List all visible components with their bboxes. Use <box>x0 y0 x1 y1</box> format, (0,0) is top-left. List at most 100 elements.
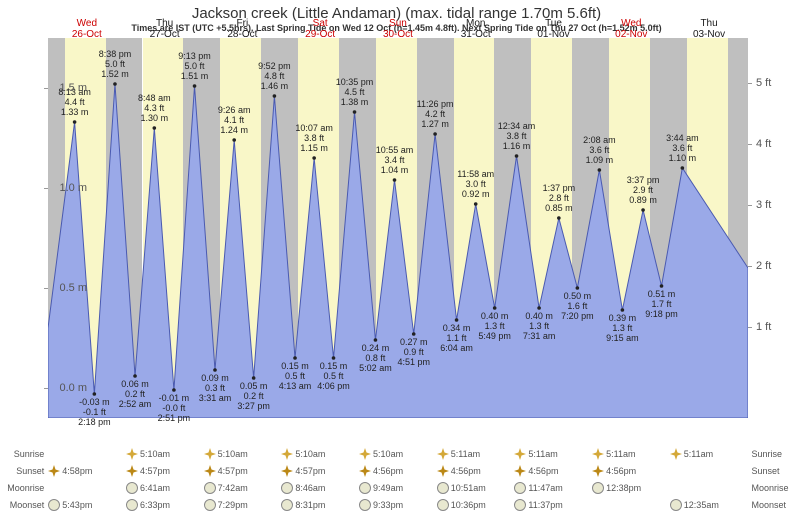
moonrise-icon <box>592 482 604 494</box>
y-axis-right-label: 4 ft <box>756 138 771 150</box>
low-tide-label: 0.15 m0.5 ft4:06 pm <box>317 362 350 392</box>
y-axis-left-label: 1.0 m <box>47 182 87 194</box>
high-tide-label: 11:58 am3.0 ft0.92 m <box>457 170 494 200</box>
footer-cell: 9:49am <box>359 482 437 494</box>
footer-cell: 5:10am <box>359 448 437 460</box>
footer-cell: 12:35am <box>670 499 748 511</box>
day-header: Thu27-Oct <box>126 18 204 40</box>
moonset-icon <box>48 499 60 511</box>
low-tide-label: 0.27 m0.9 ft4:51 pm <box>397 338 430 368</box>
moonrise-icon <box>281 482 293 494</box>
footer-cell: 11:47am <box>514 482 592 494</box>
footer-row-label-right: Moonset <box>747 500 793 510</box>
footer-cell: 4:56pm <box>514 465 592 477</box>
low-tide-label: 0.51 m1.7 ft9:18 pm <box>645 290 678 320</box>
low-tide-label: -0.03 m-0.1 ft2:18 pm <box>78 398 111 428</box>
moonrise-icon <box>126 482 138 494</box>
day-header: Wed26-Oct <box>48 18 126 40</box>
footer-time: 9:33pm <box>373 500 403 510</box>
day-header: Tue01-Nov <box>515 18 593 40</box>
moonset-icon <box>204 499 216 511</box>
y-axis-right-label: 5 ft <box>756 77 771 89</box>
high-tide-label: 11:26 pm4.2 ft1.27 m <box>417 100 454 130</box>
footer-time: 8:31pm <box>295 500 325 510</box>
footer-row-label-right: Sunset <box>747 466 793 476</box>
high-tide-label: 2:08 am3.6 ft1.09 m <box>583 136 616 166</box>
footer-time: 7:29pm <box>218 500 248 510</box>
high-tide-label: 8:38 pm5.0 ft1.52 m <box>99 50 132 80</box>
footer-cell: 9:33pm <box>359 499 437 511</box>
y-axis-left-label: 1.5 m <box>47 82 87 94</box>
footer-row-label: Moonrise <box>0 483 48 493</box>
footer-time: 11:37pm <box>528 500 562 510</box>
footer-cell <box>592 499 670 511</box>
high-tide-label: 10:55 am3.4 ft1.04 m <box>376 146 414 176</box>
footer-cell: 6:33pm <box>126 499 204 511</box>
moonset-icon <box>281 499 293 511</box>
footer-time: 4:56pm <box>528 466 558 476</box>
footer-time: 4:57pm <box>218 466 248 476</box>
footer-cell: 5:10am <box>281 448 359 460</box>
footer-cell: 5:11am <box>592 448 670 460</box>
moonrise-icon <box>437 482 449 494</box>
footer-cell <box>48 448 126 460</box>
high-tide-label: 9:13 pm5.0 ft1.51 m <box>178 52 211 82</box>
footer-cell: 7:29pm <box>204 499 282 511</box>
low-tide-label: 0.50 m1.6 ft7:20 pm <box>561 292 594 322</box>
high-tide-label: 10:07 am3.8 ft1.15 m <box>295 124 333 154</box>
y-axis-left-label: 0.5 m <box>47 282 87 294</box>
high-tide-label: 10:35 pm4.5 ft1.38 m <box>336 78 374 108</box>
footer-time: 7:42am <box>218 483 248 493</box>
low-tide-label: -0.01 m-0.0 ft2:51 pm <box>158 394 191 424</box>
footer-time: 4:58pm <box>62 466 92 476</box>
high-tide-label: 9:26 am4.1 ft1.24 m <box>218 106 251 136</box>
sunset-icon <box>204 465 216 477</box>
moonset-icon <box>126 499 138 511</box>
footer-time: 9:49am <box>373 483 403 493</box>
footer-time: 5:43pm <box>62 500 92 510</box>
sunset-icon <box>126 465 138 477</box>
low-tide-label: 0.40 m1.3 ft7:31 am <box>523 312 556 342</box>
footer-cell: 5:10am <box>204 448 282 460</box>
sunset-icon <box>514 465 526 477</box>
footer-cell: 10:51am <box>437 482 515 494</box>
sunrise-icon <box>514 448 526 460</box>
low-tide-label: 0.15 m0.5 ft4:13 am <box>279 362 312 392</box>
day-header: Thu03-Nov <box>670 18 748 40</box>
footer-cell: 4:58pm <box>48 465 126 477</box>
low-tide-label: 0.40 m1.3 ft5:49 pm <box>478 312 511 342</box>
footer-row-label: Moonset <box>0 500 48 510</box>
day-header: Sat29-Oct <box>281 18 359 40</box>
footer-cell: 4:56pm <box>359 465 437 477</box>
footer-time: 5:11am <box>528 449 557 459</box>
footer-cell: 10:36pm <box>437 499 515 511</box>
low-tide-label: 0.39 m1.3 ft9:15 am <box>606 314 639 344</box>
footer-cell: 5:11am <box>437 448 515 460</box>
footer-time: 6:33pm <box>140 500 170 510</box>
sunset-icon <box>592 465 604 477</box>
moonrise-icon <box>204 482 216 494</box>
low-tide-label: 0.24 m0.8 ft5:02 am <box>359 344 392 374</box>
footer-time: 4:56pm <box>606 466 636 476</box>
footer-time: 10:36pm <box>451 500 486 510</box>
footer-cell: 5:11am <box>514 448 592 460</box>
y-axis-right-label: 1 ft <box>756 321 771 333</box>
footer-cell: 4:56pm <box>437 465 515 477</box>
footer-cell: 7:42am <box>204 482 282 494</box>
footer-cell: 8:46am <box>281 482 359 494</box>
footer-cell: 5:11am <box>670 448 748 460</box>
day-header: Fri28-Oct <box>204 18 282 40</box>
footer-time: 11:47am <box>528 483 562 493</box>
footer-cell: 6:41am <box>126 482 204 494</box>
footer-cell: 8:31pm <box>281 499 359 511</box>
footer-cell: 11:37pm <box>514 499 592 511</box>
moonset-icon <box>670 499 682 511</box>
footer-time: 5:10am <box>140 449 170 459</box>
day-header: Sun30-Oct <box>359 18 437 40</box>
high-tide-label: 3:44 am3.6 ft1.10 m <box>666 134 699 164</box>
footer-time: 8:46am <box>295 483 325 493</box>
footer-cell: 4:56pm <box>592 465 670 477</box>
sunset-icon <box>359 465 371 477</box>
day-header: Mon31-Oct <box>437 18 515 40</box>
footer-time: 6:41am <box>140 483 170 493</box>
